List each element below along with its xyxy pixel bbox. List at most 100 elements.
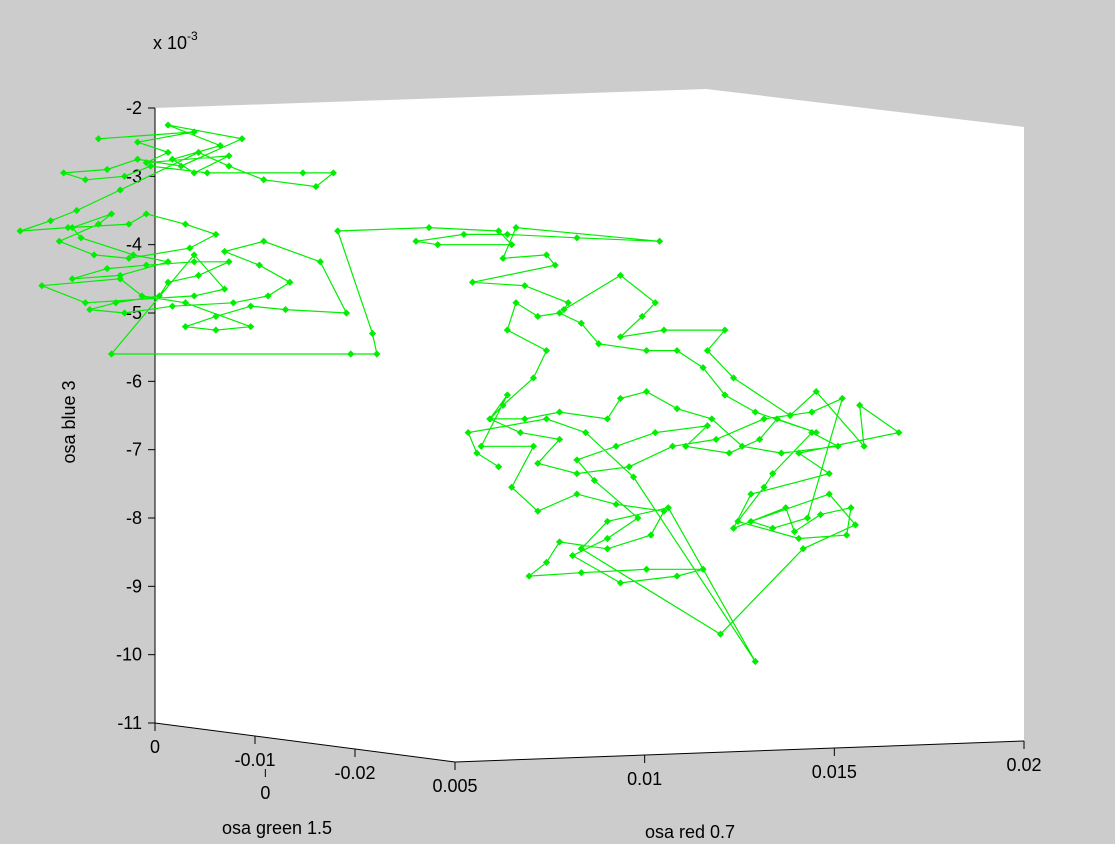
data-point-marker (368, 329, 377, 338)
data-point-marker (573, 456, 581, 464)
data-point-marker (808, 408, 816, 416)
x-tick-label: 0.015 (812, 762, 857, 782)
data-point-marker (699, 364, 707, 372)
data-point-marker (329, 169, 337, 177)
data-point-marker (577, 545, 585, 553)
data-point-marker (616, 333, 625, 341)
data-point-marker (508, 241, 516, 249)
data-point-marker (177, 162, 185, 170)
data-point-marker (642, 387, 651, 396)
z-tick-label: -4 (126, 235, 142, 255)
data-point-marker (125, 220, 133, 228)
data-point-marker (703, 346, 712, 355)
data-point-marker (229, 299, 237, 307)
data-point-marker (255, 261, 263, 269)
data-point-marker (460, 230, 468, 239)
data-point-marker (777, 449, 785, 457)
y-axis-line (154, 722, 456, 763)
z-tick-label: -11 (117, 713, 142, 733)
data-point-marker (190, 128, 198, 136)
data-point-marker (651, 428, 659, 437)
data-point-marker (247, 302, 255, 310)
data-point-marker (316, 258, 324, 266)
data-point-marker (142, 261, 150, 269)
data-point-marker (68, 275, 76, 283)
data-point-marker (751, 657, 759, 666)
data-point-marker (734, 517, 742, 526)
data-point-marker (534, 312, 542, 321)
data-point-marker (638, 312, 646, 321)
data-point-marker (312, 182, 320, 191)
data-point-marker (721, 326, 729, 334)
data-point-marker (486, 415, 494, 423)
data-point-marker (190, 292, 198, 300)
data-point-marker (164, 148, 172, 157)
z-axis-label: osa blue 3 (59, 380, 79, 463)
data-point-marker (212, 326, 220, 334)
data-point-marker (107, 210, 116, 218)
data-point-marker (60, 169, 68, 177)
data-point-marker (595, 340, 603, 348)
data-point-marker (769, 469, 777, 478)
data-point-marker (225, 152, 233, 160)
data-point-marker (747, 517, 755, 526)
data-point-marker (542, 415, 551, 423)
data-point-marker (712, 435, 720, 444)
data-point-marker (164, 121, 172, 129)
data-point-marker (512, 299, 520, 307)
data-point-marker (747, 490, 755, 498)
data-point-marker (729, 524, 738, 532)
data-point-marker (434, 241, 442, 249)
data-point-marker (212, 230, 220, 239)
data-point-marker (238, 135, 246, 143)
data-point-marker (729, 374, 738, 382)
data-point-marker (286, 278, 294, 286)
data-point-marker (555, 538, 564, 546)
data-point-marker (542, 346, 551, 355)
data-point-marker (716, 630, 725, 638)
data-point-marker (260, 176, 268, 184)
data-point-marker (812, 428, 820, 437)
data-point-marker (225, 258, 233, 266)
data-point-marker (477, 442, 485, 450)
data-point-marker (503, 230, 511, 239)
data-point-marker (564, 299, 572, 307)
data-point-marker (669, 442, 677, 450)
y-tick-label: -0.01 (234, 750, 275, 770)
data-point-marker (847, 504, 855, 512)
axes (154, 108, 1025, 763)
data-point-marker (760, 483, 768, 491)
data-point-marker (521, 415, 529, 423)
series (16, 121, 903, 666)
data-point-marker (147, 162, 155, 170)
data-point-marker (181, 299, 190, 307)
data-point-marker (264, 292, 272, 300)
x-tick-label: 0 (260, 783, 270, 803)
plot-area (155, 89, 1024, 762)
data-point-marker (47, 217, 55, 225)
data-point-marker (94, 220, 103, 228)
data-point-marker (107, 350, 116, 358)
data-point-marker (590, 476, 598, 485)
data-point-marker (81, 299, 89, 307)
data-point-marker (164, 278, 172, 286)
data-point-marker (221, 285, 229, 293)
data-point-marker (529, 374, 538, 382)
data-point-marker (573, 469, 581, 478)
data-point-marker (142, 159, 150, 167)
data-point-marker (825, 469, 833, 478)
data-point-marker (90, 251, 98, 259)
x-tick-label: 0.005 (432, 776, 477, 796)
data-point-marker (190, 169, 198, 177)
data-point-marker (808, 428, 816, 437)
data-point-marker (738, 442, 746, 450)
data-point-marker (190, 251, 198, 259)
data-point-marker (186, 244, 194, 252)
tick-marks (148, 107, 1025, 777)
data-point-marker (120, 172, 129, 180)
data-point-marker (508, 483, 516, 491)
data-point-marker (499, 254, 507, 262)
data-point-marker (194, 271, 203, 280)
data-point-marker (503, 391, 511, 399)
data-point-marker (642, 346, 651, 355)
